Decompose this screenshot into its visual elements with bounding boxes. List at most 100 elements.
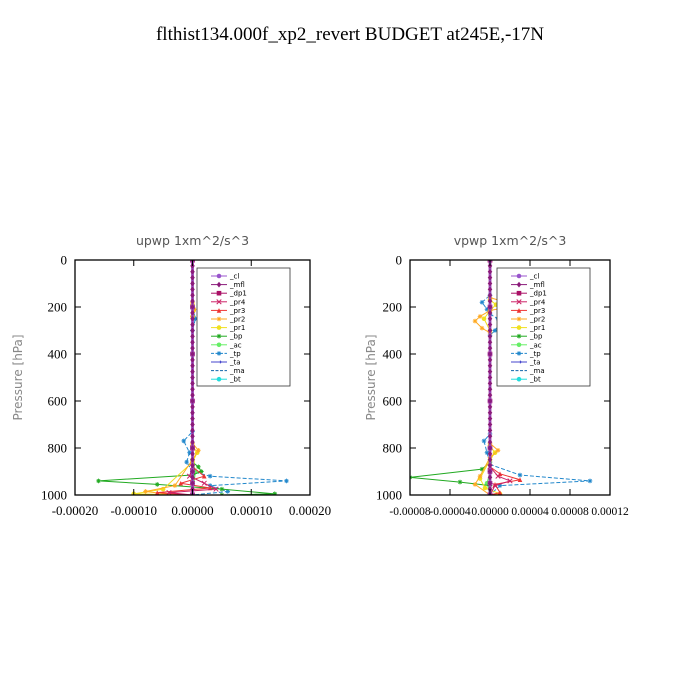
data-point_tp (497, 483, 503, 488)
data-point_tp (481, 438, 487, 444)
data-point-_mfl (190, 398, 195, 404)
data-point-_mfl (190, 409, 195, 416)
legend-entry: _dp1 (529, 290, 547, 298)
legend-entry: _pr3 (529, 307, 545, 315)
data-point-_mfl (487, 362, 493, 369)
data-point-_mfl (190, 292, 195, 299)
data-point-_mfl (487, 374, 493, 381)
data-point_tp (193, 316, 198, 322)
legend-marker (216, 299, 222, 305)
data-point-_mfl (487, 427, 493, 434)
data-point-_mfl (487, 368, 493, 375)
data-point-_mfl (190, 450, 195, 457)
y-tick-label: 400 (383, 347, 403, 362)
legend-marker (216, 316, 222, 322)
data-point_tp (225, 489, 231, 494)
data-point-_mfl (190, 327, 195, 334)
y-tick-label: 600 (48, 394, 68, 409)
panel-title: upwp 1xm^2/s^3 (136, 233, 249, 248)
series-line_tp (183, 260, 287, 495)
data-point_pr4 (495, 473, 501, 479)
data-point-_mfl (190, 268, 195, 275)
legend-marker (516, 273, 522, 279)
data-point-_mfl (190, 386, 195, 393)
data-point-_mfl (487, 480, 493, 487)
data-point-_mfl (190, 362, 195, 369)
data-point_tp (181, 438, 186, 444)
data-point-_mfl (487, 456, 493, 463)
y-tick-label: 600 (383, 394, 403, 409)
legend-entry: _mfl (229, 281, 245, 289)
data-point_tp (207, 473, 213, 479)
legend-entry: _cl (529, 273, 539, 281)
data-point-_mfl (190, 286, 195, 293)
chart-panel-upwp: upwp 1xm^2/s^3 Pressure [hPa] 0 200 400 600 80… (11, 233, 331, 518)
data-point-_mfl (190, 274, 195, 281)
data-point-_mfl (190, 345, 195, 352)
data-point-_mfl (190, 415, 195, 422)
legend-marker (216, 351, 222, 356)
data-point-_mfl (487, 421, 493, 428)
data-point-_mfl (190, 339, 195, 346)
x-tick-label: -0.00010 (110, 503, 157, 518)
data-point_pr2 (143, 489, 148, 494)
data-point-_mfl (487, 386, 493, 393)
data-point-_mfl (190, 380, 195, 387)
data-point_tp (587, 478, 593, 484)
data-point-_mfl (190, 392, 195, 399)
data-point-_mfl (190, 474, 195, 481)
legend-entry: _bt (229, 376, 241, 384)
legend-marker (216, 308, 222, 313)
data-point-_mfl (487, 327, 493, 334)
legend-box (496, 267, 591, 387)
data-point-_mfl (190, 304, 195, 310)
data-point-_mfl (487, 304, 493, 310)
data-point-_mfl (487, 450, 493, 457)
data-point-_mfl (190, 456, 195, 463)
legend-entry: _pr2 (229, 316, 245, 324)
data-point-_mfl (487, 398, 493, 404)
legend-entry: _cl (229, 273, 239, 281)
data-point_tp (484, 450, 490, 455)
plot-frame (409, 259, 611, 496)
profile-markers (487, 260, 493, 495)
legend-entry: _mfl (529, 281, 545, 289)
data-point-_mfl (487, 403, 493, 410)
legend-entry: _pr1 (229, 324, 245, 332)
x-tick-label: 0.00000 (171, 503, 213, 518)
legend-entry: _ac (529, 341, 542, 349)
legend-marker (516, 342, 522, 348)
data-point-_mfl (487, 474, 493, 481)
legend-marker (216, 360, 222, 364)
data-point-_mfl (487, 339, 493, 346)
data-point_pr3 (517, 477, 523, 483)
data-point_pr4 (213, 486, 219, 492)
x-tick-label: 0.00004 (511, 506, 549, 518)
data-point-_mfl (190, 439, 195, 446)
x-tick-label: 0.00012 (591, 506, 629, 518)
data-point-_mfl (190, 333, 195, 340)
legend-marker (216, 333, 222, 339)
y-axis-label: Pressure [hPa] (364, 334, 378, 420)
legend-entry: _ma (529, 367, 545, 375)
y-tick-label: 200 (48, 300, 68, 315)
y-tick-label: 200 (383, 300, 403, 315)
x-tick-label: -0.00008 (389, 506, 430, 518)
series-group (96, 260, 289, 495)
data-point_pr4 (507, 478, 513, 484)
data-point-_mfl (190, 298, 195, 305)
legend-entry: _bt (529, 376, 541, 384)
data-point-_mfl (487, 321, 493, 328)
x-tick-label: 0.00008 (551, 506, 589, 518)
y-axis-label: Pressure [hPa] (11, 334, 25, 420)
legend-marker (216, 290, 222, 296)
data-point-_mfl (190, 480, 195, 487)
legend-marker (516, 360, 522, 364)
data-point_pr1 (482, 485, 488, 491)
data-point_pr3 (154, 490, 160, 495)
data-point-_mfl (487, 286, 493, 293)
data-point_bp (196, 464, 201, 470)
data-point_bp (219, 486, 225, 492)
data-point-_mfl (190, 351, 195, 357)
data-point_pr4 (201, 480, 207, 486)
